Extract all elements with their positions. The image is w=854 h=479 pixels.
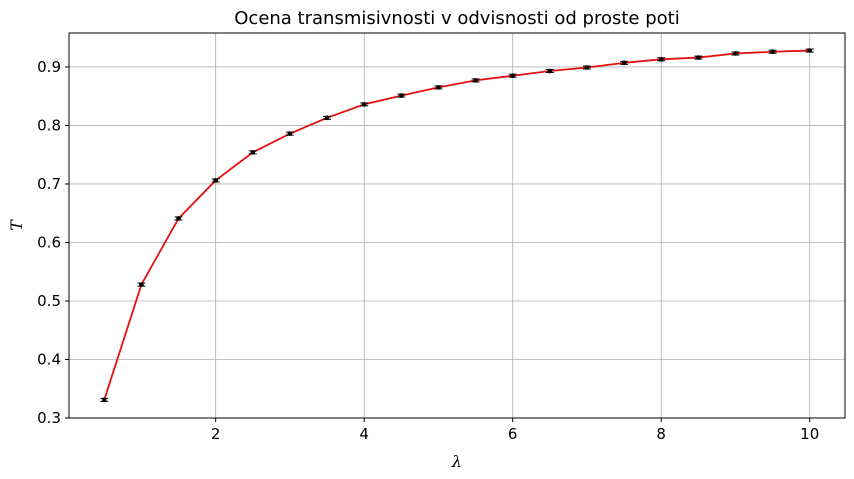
- point-marker: [436, 85, 441, 90]
- data-point: [174, 216, 183, 221]
- point-marker: [287, 131, 293, 136]
- point-marker: [176, 216, 181, 221]
- point-marker: [696, 55, 701, 60]
- x-tick-label: 10: [800, 425, 819, 443]
- point-marker: [250, 150, 256, 155]
- point-marker: [213, 178, 218, 183]
- point-marker: [807, 48, 813, 53]
- point-marker: [101, 397, 107, 403]
- y-tick-label: 0.7: [37, 175, 61, 193]
- plot-frame: [68, 32, 846, 419]
- point-marker: [324, 115, 330, 121]
- point-marker: [658, 57, 664, 62]
- point-marker: [733, 51, 738, 56]
- series-line: [103, 49, 810, 401]
- x-tick-label: 6: [508, 425, 518, 443]
- data-point: [694, 55, 703, 60]
- y-tick-label: 0.3: [37, 409, 61, 427]
- y-tick-label: 0.8: [37, 116, 61, 134]
- data-point: [731, 51, 740, 56]
- data-point: [582, 65, 591, 70]
- data-point: [248, 150, 257, 155]
- point-marker: [473, 78, 478, 83]
- point-marker: [139, 282, 144, 287]
- data-point: [620, 60, 629, 66]
- data-point: [508, 73, 517, 79]
- series-layer: [100, 48, 814, 403]
- axis-ticks: 2 4 6 8 10 0.3 0.4 0.5 0.6 0.7 0.8 0.9: [37, 58, 819, 443]
- data-point: [137, 282, 146, 287]
- point-marker: [547, 68, 553, 74]
- point-marker: [584, 65, 590, 70]
- x-tick-label: 4: [359, 425, 369, 443]
- point-marker: [621, 60, 627, 66]
- chart-title: Ocena transmisivnosti v odvisnosti od pr…: [234, 8, 679, 29]
- point-marker: [361, 102, 367, 107]
- y-tick-label: 0.4: [37, 350, 61, 368]
- x-tick-label: 8: [656, 425, 666, 443]
- data-point: [768, 49, 777, 55]
- data-point: [434, 85, 443, 90]
- data-point: [471, 78, 480, 83]
- data-point: [100, 397, 109, 403]
- data-point: [211, 178, 220, 183]
- y-axis-label: T: [7, 219, 26, 231]
- y-tick-label: 0.9: [37, 58, 61, 76]
- data-point: [323, 115, 332, 121]
- point-marker: [770, 49, 775, 55]
- data-point: [360, 102, 369, 107]
- data-point: [657, 57, 666, 62]
- data-point: [805, 48, 814, 53]
- y-tick-label: 0.6: [37, 233, 61, 251]
- data-point: [285, 131, 294, 136]
- point-marker: [399, 93, 404, 98]
- data-point: [397, 93, 406, 98]
- grid-lines: [69, 33, 845, 419]
- x-tick-label: 2: [211, 425, 221, 443]
- point-marker: [510, 73, 515, 79]
- y-tick-label: 0.5: [37, 292, 61, 310]
- x-axis-label: λ: [451, 452, 462, 471]
- data-point: [545, 68, 554, 74]
